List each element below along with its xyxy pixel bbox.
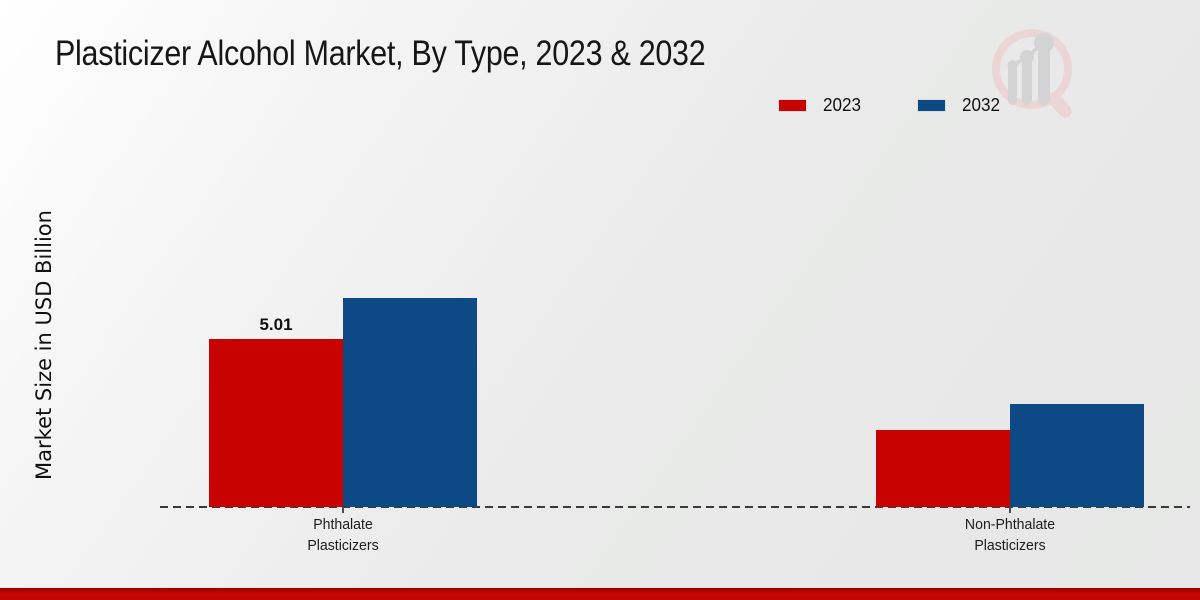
y-axis-label: Market Size in USD Billion bbox=[32, 210, 56, 480]
legend: 2023 2032 bbox=[778, 95, 1002, 116]
magnifier-bar-chart-logo-icon bbox=[992, 29, 1072, 118]
x-axis-tick bbox=[342, 507, 344, 513]
legend-label-2032: 2032 bbox=[962, 95, 1001, 115]
bar-value-label: 5.01 bbox=[259, 315, 293, 334]
category-label-phthalate-plasticizers: Phthalate Plasticizers bbox=[307, 516, 379, 554]
bar-2023-non-phthalate-plasticizers bbox=[876, 430, 1010, 507]
legend-swatch-2032 bbox=[917, 99, 947, 112]
legend-item-2023: 2023 bbox=[778, 95, 863, 116]
x-axis-baseline bbox=[160, 506, 1190, 508]
legend-item-2032: 2032 bbox=[917, 95, 1002, 116]
bar-2023-phthalate-plasticizers bbox=[209, 339, 343, 507]
chart-title: Plasticizer Alcohol Market, By Type, 202… bbox=[55, 34, 706, 73]
legend-label-2023: 2023 bbox=[823, 95, 862, 115]
category-label-non-phthalate-plasticizers: Non-Phthalate Plasticizers bbox=[964, 516, 1056, 554]
bar-2032-non-phthalate-plasticizers bbox=[1010, 404, 1144, 507]
x-axis-tick bbox=[1009, 507, 1011, 513]
legend-swatch-2023 bbox=[778, 99, 807, 112]
footer-accent-bar bbox=[0, 588, 1200, 600]
bar-2032-phthalate-plasticizers bbox=[343, 298, 477, 507]
